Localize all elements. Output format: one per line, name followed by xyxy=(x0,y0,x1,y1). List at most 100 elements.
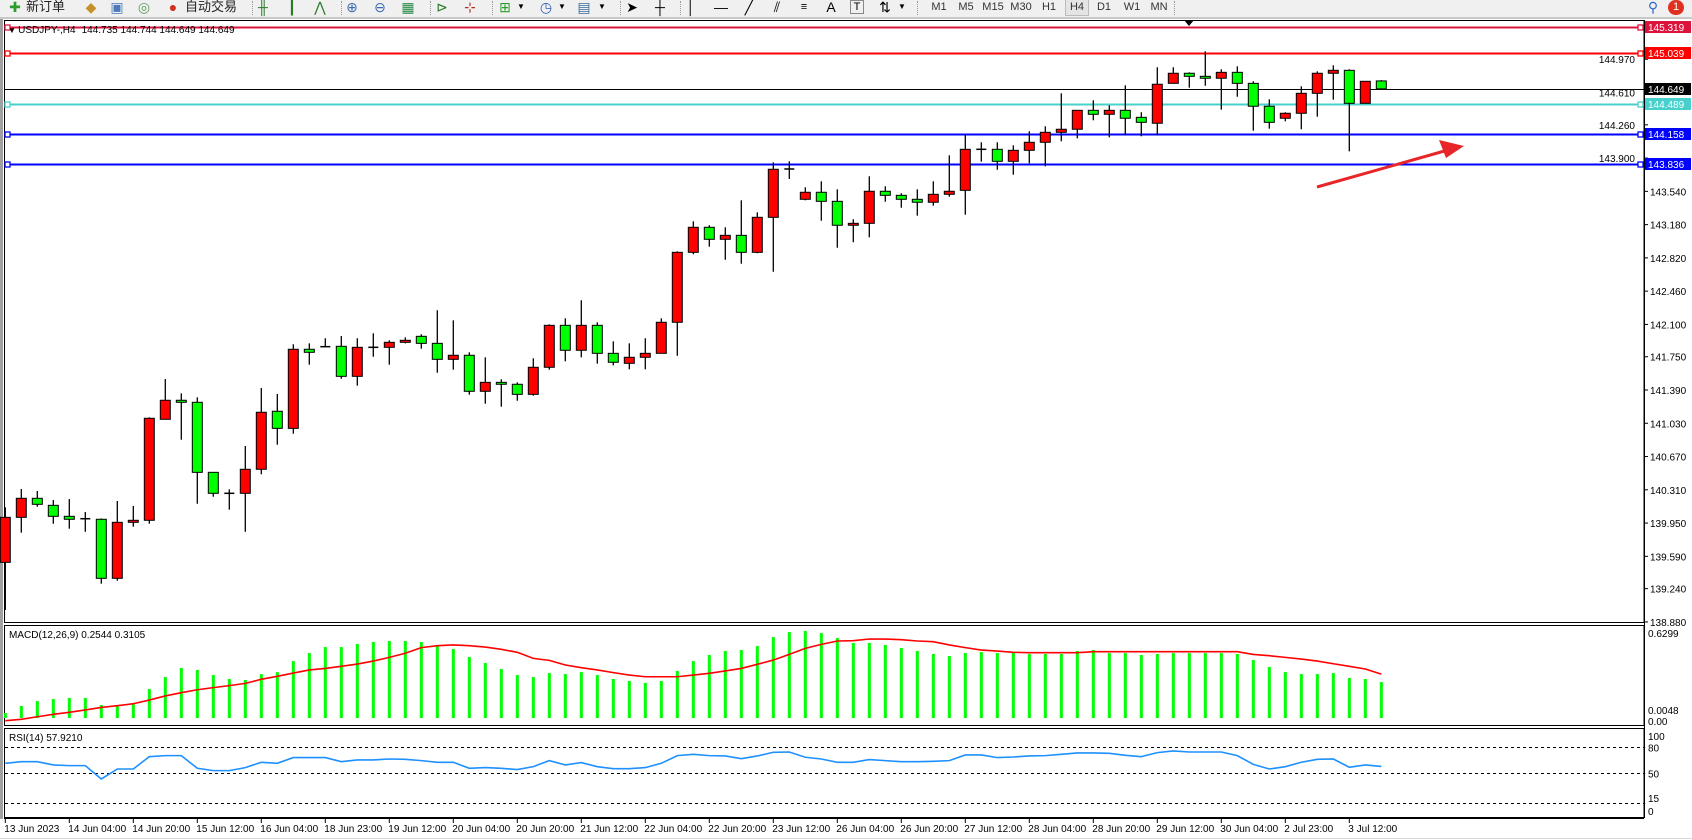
tile-windows-icon[interactable]: ▦ xyxy=(401,0,415,15)
timeframe-m5[interactable]: M5 xyxy=(958,1,974,13)
candle xyxy=(159,379,171,420)
candle-body xyxy=(735,234,747,253)
time-tick-label: 30 Jun 04:00 xyxy=(1220,824,1278,835)
macd-histogram-bar xyxy=(787,632,791,718)
macd-axis-label: 0.00 xyxy=(1648,717,1668,728)
timeframe-d1[interactable]: D1 xyxy=(1096,1,1112,13)
candle-body xyxy=(1327,69,1339,74)
data-window-icon[interactable]: ▣ xyxy=(110,0,124,15)
candle-body xyxy=(287,348,299,429)
horizontal-line-icon[interactable]: — xyxy=(714,0,728,15)
macd-histogram-bar xyxy=(1251,660,1255,718)
price-label-144.158: 144.158 xyxy=(1648,130,1685,141)
crosshair-icon[interactable]: ┼ xyxy=(655,0,665,15)
chart-shift-marker-icon[interactable] xyxy=(1184,20,1194,26)
arrows-icon[interactable]: ⇅ xyxy=(879,0,891,15)
time-tick-label: 26 Jun 04:00 xyxy=(836,824,894,835)
line-handle[interactable] xyxy=(1637,101,1644,108)
vertical-line-icon[interactable]: │ xyxy=(686,0,696,15)
equidistant-channel-icon[interactable]: ⫽ xyxy=(773,0,781,15)
timeframe-h4[interactable]: H4 xyxy=(1065,0,1089,16)
candle-body xyxy=(495,381,507,385)
price-tick-label: 144.260 xyxy=(1599,121,1636,132)
annotation-arrow[interactable] xyxy=(1316,140,1464,189)
market-watch-icon[interactable]: ◆ xyxy=(85,0,97,15)
bar-chart-icon[interactable]: ╫ xyxy=(258,0,268,15)
line-handle[interactable] xyxy=(1637,24,1644,31)
timeframe-m30[interactable]: M30 xyxy=(1010,1,1032,13)
candlestick-chart-icon[interactable]: ┃ xyxy=(287,0,297,15)
toolbar-separator xyxy=(917,1,919,15)
candle-body xyxy=(1039,131,1051,143)
arrow-shaft[interactable] xyxy=(1316,148,1449,189)
line-handle[interactable] xyxy=(1637,131,1644,138)
line-handle[interactable] xyxy=(4,131,11,138)
candle-body xyxy=(143,417,155,521)
candle xyxy=(431,310,443,373)
candle-body xyxy=(447,354,459,360)
chevron-down-icon[interactable]: ▼ xyxy=(558,2,566,11)
candle-body xyxy=(1055,128,1067,133)
zoom-out-icon[interactable]: ⊖ xyxy=(374,0,386,15)
timeframe-m1[interactable]: M1 xyxy=(931,1,947,13)
macd-histogram-bar xyxy=(467,656,471,718)
line-handle[interactable] xyxy=(1637,161,1644,168)
candle xyxy=(703,225,715,247)
macd-histogram-bar xyxy=(307,653,311,718)
new-order-button[interactable]: 新订单 xyxy=(26,0,66,14)
timeframe-h1[interactable]: H1 xyxy=(1041,1,1057,13)
candle xyxy=(224,489,235,510)
rsi-label: RSI(14) 57.9210 xyxy=(9,733,83,744)
candle-body xyxy=(911,198,923,203)
indicators-icon[interactable]: ⊞ xyxy=(499,0,511,15)
rsi-axis-label: 100 xyxy=(1648,732,1665,743)
macd-histogram-bar xyxy=(851,642,855,718)
macd-histogram-bar xyxy=(19,705,23,718)
periods-clock-icon[interactable]: ◷ xyxy=(539,0,553,15)
candle-body xyxy=(1263,105,1275,123)
text-label-tool-button[interactable]: T xyxy=(850,0,864,14)
navigator-icon[interactable]: ◎ xyxy=(137,0,151,15)
candle xyxy=(1151,67,1163,136)
candle xyxy=(31,491,43,507)
candle xyxy=(687,221,699,255)
candle-body xyxy=(1279,112,1291,119)
macd-histogram-bar xyxy=(1331,673,1335,718)
zoom-in-icon[interactable]: ⊕ xyxy=(346,0,358,15)
line-handle[interactable] xyxy=(4,161,11,168)
line-chart-icon[interactable]: ⋀ xyxy=(314,0,326,15)
chevron-down-icon[interactable]: ▼ xyxy=(598,2,606,11)
macd-histogram-bar xyxy=(1171,653,1175,718)
notification-badge[interactable]: 1 xyxy=(1668,0,1684,15)
time-tick-label: 16 Jun 04:00 xyxy=(260,824,318,835)
chart-shift-icon[interactable]: ⊳ xyxy=(436,0,448,15)
chevron-down-icon[interactable]: ▼ xyxy=(898,2,906,11)
line-handle[interactable] xyxy=(1637,50,1644,57)
timeframe-mn[interactable]: MN xyxy=(1150,1,1168,13)
timeframe-w1[interactable]: W1 xyxy=(1123,1,1141,13)
line-handle[interactable] xyxy=(4,24,11,31)
arrow-head[interactable] xyxy=(1439,140,1464,158)
timeframe-m15[interactable]: M15 xyxy=(982,1,1004,13)
candle xyxy=(63,499,75,529)
cursor-icon[interactable]: ➤ xyxy=(626,0,638,15)
templates-icon[interactable]: ▤ xyxy=(577,0,591,15)
chevron-down-icon[interactable]: ▼ xyxy=(517,2,525,11)
text-tool-button[interactable]: A xyxy=(826,0,836,15)
line-handle[interactable] xyxy=(4,50,11,57)
trendline-icon[interactable]: ╱ xyxy=(744,0,754,15)
price-label-box xyxy=(1645,21,1691,33)
candle-body xyxy=(639,352,651,358)
auto-trading-icon[interactable]: ● xyxy=(168,0,178,15)
auto-trading-button[interactable]: 自动交易 xyxy=(185,0,238,14)
candle xyxy=(639,338,651,370)
line-handle[interactable] xyxy=(4,101,11,108)
macd-histogram-bar xyxy=(227,679,231,718)
auto-scroll-icon[interactable]: ⊹ xyxy=(464,0,476,15)
new-order-icon[interactable]: ✚ xyxy=(9,0,21,15)
search-icon[interactable]: ⚲ xyxy=(1647,0,1659,15)
fibonacci-icon[interactable]: ≡ xyxy=(800,1,808,13)
candle xyxy=(111,500,123,581)
price-tick-label: 143.180 xyxy=(1650,221,1687,232)
